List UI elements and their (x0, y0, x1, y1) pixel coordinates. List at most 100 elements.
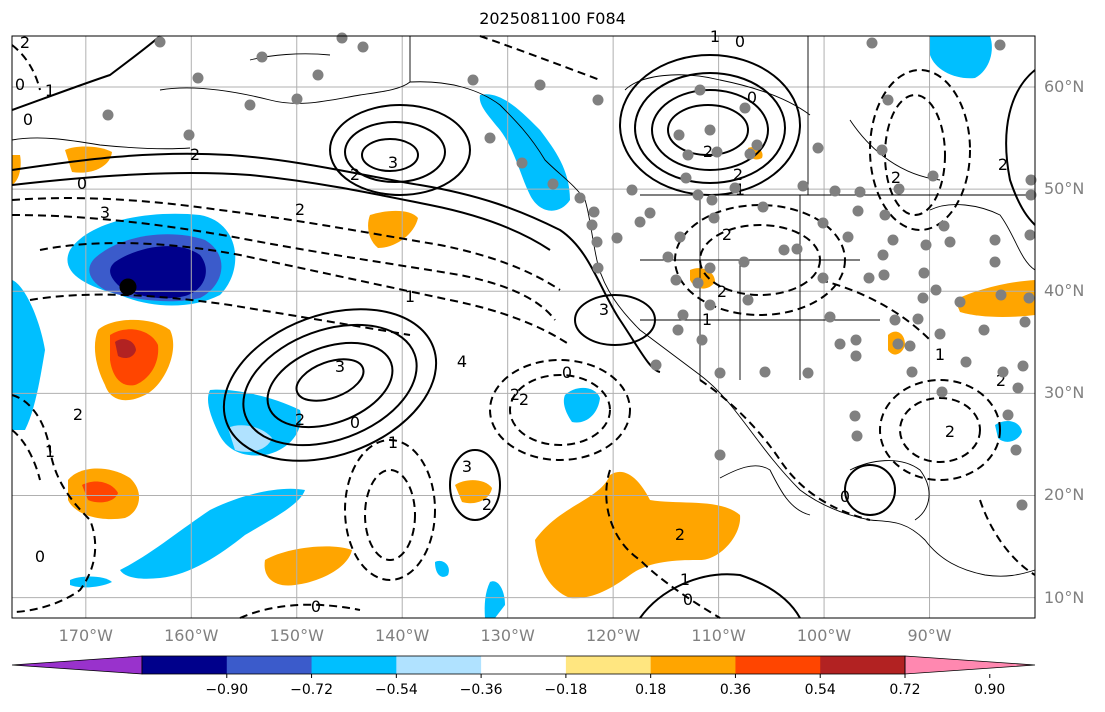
station-dot (674, 231, 686, 243)
contour-label: 0 (311, 597, 321, 616)
station-dot (930, 284, 942, 296)
station-dot (626, 184, 638, 196)
station-dot (920, 239, 932, 251)
station-dot (850, 334, 862, 346)
colorbar-swatch (565, 656, 652, 674)
station-dot (817, 217, 829, 229)
colorbar-tick-label: 0.54 (804, 682, 836, 698)
station-dot (706, 194, 718, 206)
station-dot (889, 314, 901, 326)
station-dot (1025, 189, 1037, 201)
station-dot (704, 262, 716, 274)
contour-label: 2 (722, 225, 732, 244)
station-dot (759, 366, 771, 378)
contour-label: 2 (190, 145, 200, 164)
station-dot (738, 256, 750, 268)
station-dot (876, 144, 888, 156)
colorbar-swatch (481, 656, 567, 674)
station-dot (989, 256, 1001, 268)
longitude-label: 120°W (585, 626, 641, 645)
colorbar-tick-label: −0.36 (459, 682, 503, 698)
station-dot (677, 309, 689, 321)
longitude-label: 110°W (691, 626, 746, 645)
longitude-label: 130°W (480, 626, 535, 645)
station-dot (878, 269, 890, 281)
station-dot (1017, 360, 1029, 372)
colorbar-swatch (226, 656, 313, 674)
station-dot (791, 243, 803, 255)
station-dot (978, 324, 990, 336)
station-dot (866, 37, 878, 49)
station-dot (887, 234, 899, 246)
contour-label: 0 (840, 487, 850, 506)
station-dot (662, 251, 674, 263)
station-dot (256, 51, 268, 63)
colorbar-tick-label: 0.72 (889, 682, 921, 698)
latitude-label: 40°N (1044, 281, 1085, 301)
station-dot (751, 139, 763, 151)
station-dot (918, 267, 930, 279)
station-dot (989, 234, 1001, 246)
contour-label: 1 (45, 442, 55, 461)
station-dot (336, 32, 348, 44)
contour-label: 2 (482, 495, 492, 514)
station-dot (586, 219, 598, 231)
station-dot (692, 189, 704, 201)
station-dot (102, 109, 114, 121)
station-dot (1016, 499, 1028, 511)
positive-anomaly-south (535, 471, 741, 599)
colorbar-swatch (311, 656, 397, 674)
station-dot (1002, 409, 1014, 421)
shaded-regions (12, 36, 1035, 618)
contour-label: 0 (562, 363, 572, 382)
station-dot (484, 132, 496, 144)
station-dot (1010, 444, 1022, 456)
colorbar-swatch (142, 656, 228, 674)
station-dot (357, 41, 369, 53)
colorbar-tick-label: 0.36 (719, 682, 752, 698)
station-dot (192, 72, 204, 84)
contour-label: 4 (457, 352, 467, 371)
contour-label: 1 (702, 310, 712, 329)
station-dot (714, 449, 726, 461)
station-dot (670, 274, 682, 286)
station-dot (704, 299, 716, 311)
station-dot (729, 182, 741, 194)
latitude-label: 20°N (1044, 485, 1085, 505)
station-dot (680, 172, 692, 184)
contour-label: 1 (405, 287, 415, 306)
station-dot (673, 129, 685, 141)
station-dot (879, 209, 891, 221)
station-dot (696, 334, 708, 346)
station-dot (829, 185, 841, 197)
station-dot (892, 338, 904, 350)
contour-label: 2 (350, 165, 360, 184)
station-dot (682, 149, 694, 161)
station-dot (694, 84, 706, 96)
station-dot (692, 277, 704, 289)
station-dot (938, 220, 950, 232)
colorbar-tick-label: −0.54 (374, 682, 418, 698)
station-dot (893, 183, 905, 195)
station-dot (591, 236, 603, 248)
station-dot (534, 79, 546, 91)
station-dot (592, 262, 604, 274)
station-dots (102, 32, 1037, 511)
station-dot (863, 272, 875, 284)
colorbar (11, 655, 1036, 678)
station-dot (1024, 229, 1036, 241)
station-dot (842, 231, 854, 243)
colorbar-tick-label: −0.72 (290, 682, 333, 698)
contour-label: 2 (295, 410, 305, 429)
station-dot (812, 142, 824, 154)
station-dot (592, 94, 604, 106)
station-dot (744, 148, 756, 160)
station-dot (644, 207, 656, 219)
contour-label: 2 (519, 390, 529, 409)
station-dot (244, 99, 256, 111)
contour-label: 2 (945, 422, 955, 441)
colorbar-extend-high (904, 655, 1036, 675)
contour-label: 2 (703, 142, 713, 161)
station-dot (944, 236, 956, 248)
